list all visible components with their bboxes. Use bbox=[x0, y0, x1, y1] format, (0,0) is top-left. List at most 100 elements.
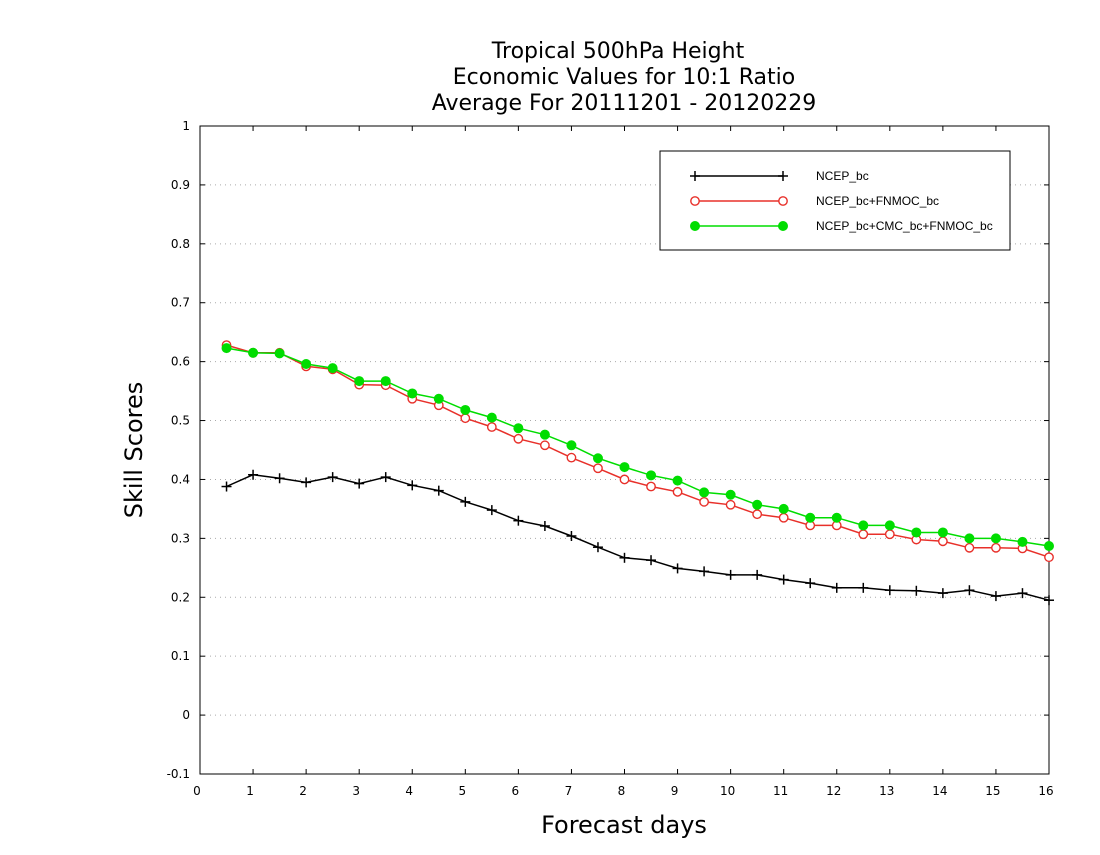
legend-item: NCEP_bc+CMC_bc+FNMOC_bc bbox=[690, 219, 993, 233]
data-point-plus bbox=[301, 477, 312, 488]
data-point-open-circle bbox=[566, 452, 577, 463]
data-point-filled-circle bbox=[964, 533, 975, 544]
data-point-open-circle bbox=[884, 529, 895, 540]
x-tick-label: 0 bbox=[193, 784, 201, 798]
chart-title-line-1: Tropical 500hPa Height bbox=[491, 39, 745, 64]
x-tick-label: 13 bbox=[879, 784, 894, 798]
data-point-open-circle bbox=[858, 529, 869, 540]
y-tick-label: 0.5 bbox=[171, 414, 190, 428]
data-point-plus bbox=[407, 480, 418, 491]
data-point-filled-circle bbox=[858, 520, 869, 531]
x-tick-label: 12 bbox=[826, 784, 841, 798]
data-point-filled-circle bbox=[460, 404, 471, 415]
x-tick-label: 1 bbox=[246, 784, 254, 798]
x-tick-label: 9 bbox=[671, 784, 679, 798]
series-ncep-bc bbox=[221, 469, 1054, 606]
y-tick-label: 0.1 bbox=[171, 649, 190, 663]
data-point-filled-circle bbox=[778, 503, 789, 514]
data-point-plus bbox=[884, 585, 895, 596]
data-point-plus bbox=[937, 588, 948, 599]
data-point-plus bbox=[672, 563, 683, 574]
data-point-plus bbox=[725, 569, 736, 580]
data-point-open-circle bbox=[937, 536, 948, 547]
series-line bbox=[226, 473, 1050, 601]
data-point-filled-circle bbox=[274, 348, 285, 359]
series-line bbox=[226, 347, 1050, 547]
data-point-filled-circle bbox=[539, 429, 550, 440]
data-point-filled-circle bbox=[699, 487, 710, 498]
x-tick-label: 5 bbox=[458, 784, 466, 798]
data-point-open-circle bbox=[964, 542, 975, 553]
data-point-open-circle bbox=[991, 542, 1001, 553]
data-point-filled-circle bbox=[592, 453, 603, 464]
data-point-plus bbox=[274, 473, 285, 484]
data-point-plus bbox=[858, 582, 869, 593]
x-tick-label: 2 bbox=[299, 784, 307, 798]
y-tick-label: 0.6 bbox=[171, 355, 190, 369]
data-point-filled-circle bbox=[248, 347, 259, 358]
y-tick-label: 0.7 bbox=[171, 296, 190, 310]
data-point-open-circle bbox=[690, 196, 700, 206]
data-point-plus bbox=[778, 171, 788, 181]
data-point-filled-circle bbox=[619, 462, 630, 473]
x-tick-label: 7 bbox=[565, 784, 573, 798]
x-tick-label: 11 bbox=[773, 784, 788, 798]
data-point-open-circle bbox=[513, 433, 524, 444]
data-point-plus bbox=[248, 469, 259, 480]
legend-label: NCEP_bc bbox=[816, 169, 869, 183]
data-point-plus bbox=[752, 569, 763, 580]
data-point-filled-circle bbox=[433, 393, 444, 404]
data-point-filled-circle bbox=[884, 520, 895, 531]
data-point-filled-circle bbox=[911, 527, 922, 538]
y-tick-label: 0.9 bbox=[171, 178, 190, 192]
data-point-open-circle bbox=[752, 509, 763, 520]
y-tick-label: 0 bbox=[182, 708, 190, 722]
data-point-filled-circle bbox=[301, 358, 312, 369]
data-point-filled-circle bbox=[937, 527, 948, 538]
data-point-plus bbox=[433, 485, 444, 496]
y-tick-label: 0.2 bbox=[171, 590, 190, 604]
data-point-plus bbox=[354, 478, 365, 489]
data-point-plus bbox=[690, 171, 700, 181]
data-point-open-circle bbox=[460, 413, 471, 424]
y-tick-label: 1 bbox=[182, 119, 190, 133]
x-tick-label: 4 bbox=[405, 784, 413, 798]
data-point-filled-circle bbox=[354, 376, 365, 387]
grid-lines bbox=[200, 184, 1049, 716]
data-point-filled-circle bbox=[805, 512, 816, 523]
data-point-plus bbox=[646, 555, 657, 566]
data-point-plus bbox=[964, 585, 975, 596]
data-point-filled-circle bbox=[725, 489, 736, 500]
data-point-open-circle bbox=[725, 499, 736, 510]
data-point-filled-circle bbox=[380, 376, 391, 387]
chart-title: Tropical 500hPa Height Economic Values f… bbox=[432, 39, 817, 116]
data-point-filled-circle bbox=[1044, 541, 1054, 552]
y-tick-label: 0.4 bbox=[171, 472, 190, 486]
data-point-filled-circle bbox=[690, 221, 700, 231]
data-point-open-circle bbox=[646, 481, 656, 492]
data-point-plus bbox=[990, 591, 1001, 602]
x-tick-label: 16 bbox=[1038, 784, 1053, 798]
legend-item: NCEP_bc+FNMOC_bc bbox=[690, 194, 939, 208]
data-point-plus bbox=[460, 496, 471, 507]
data-point-plus bbox=[619, 552, 630, 563]
data-point-plus bbox=[221, 481, 232, 492]
data-point-filled-circle bbox=[486, 412, 497, 423]
data-point-filled-circle bbox=[407, 388, 418, 399]
data-point-filled-circle bbox=[221, 343, 232, 354]
series-ncep-bc-fnmoc-bc bbox=[221, 340, 1054, 563]
series-layer bbox=[221, 340, 1054, 606]
data-point-filled-circle bbox=[831, 512, 842, 523]
data-point-open-circle bbox=[486, 422, 497, 432]
legend-item: NCEP_bc bbox=[690, 169, 869, 183]
data-point-open-circle bbox=[540, 440, 550, 451]
data-point-plus bbox=[1044, 595, 1054, 606]
chart-title-line-2: Economic Values for 10:1 Ratio bbox=[453, 65, 795, 90]
data-point-open-circle bbox=[593, 463, 603, 474]
data-point-plus bbox=[566, 531, 577, 542]
data-point-filled-circle bbox=[646, 470, 657, 481]
y-tick-label: -0.1 bbox=[167, 767, 190, 781]
data-point-filled-circle bbox=[672, 475, 683, 486]
legend-label: NCEP_bc+CMC_bc+FNMOC_bc bbox=[816, 219, 993, 233]
data-point-filled-circle bbox=[513, 423, 524, 434]
